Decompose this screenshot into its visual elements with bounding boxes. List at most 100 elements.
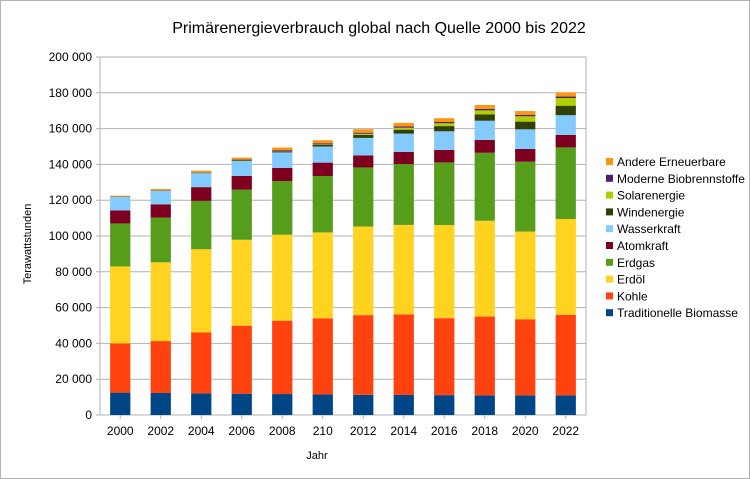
legend-swatch — [606, 225, 613, 233]
bar-segment — [515, 149, 536, 162]
legend-entry: Erdöl — [617, 273, 645, 287]
plot-area — [99, 56, 587, 416]
bar-segment — [393, 129, 414, 134]
x-tick-label: 210 — [313, 424, 333, 438]
bar-segment — [515, 116, 536, 122]
y-tick-label: 80 000 — [55, 265, 92, 279]
bar-segment — [474, 220, 495, 317]
bar-segment — [555, 134, 576, 148]
bar-segment — [150, 217, 171, 263]
y-tick-label: 160 000 — [49, 122, 93, 136]
bar-segment — [312, 232, 333, 319]
bar-segment — [150, 262, 171, 342]
bar-segment — [312, 176, 333, 233]
bar-segment — [231, 160, 252, 176]
y-tick-label: 40 000 — [55, 336, 92, 350]
x-axis-ticks: 2000 2002 2004 2006 2008 210 2012 2014 2016 2018 2… — [107, 415, 579, 438]
y-axis-label: Terawattstunden — [22, 204, 34, 285]
bar-segment — [515, 121, 536, 130]
bar-segment — [434, 225, 455, 319]
legend-entry: Solarenergie — [617, 189, 685, 203]
bar-segment — [555, 96, 576, 98]
bar-segment — [231, 175, 252, 190]
bar-segment — [191, 332, 212, 394]
bar-segment — [191, 393, 212, 415]
legend: Andere Erneuerbare Moderne Biobrennstoffe… — [606, 155, 745, 320]
bar-segment — [150, 341, 171, 393]
bar-segment — [393, 224, 414, 315]
bar-segment — [393, 151, 414, 165]
bar-segment — [110, 266, 131, 344]
bar-segment — [191, 170, 212, 173]
bar-segment — [272, 150, 293, 152]
legend-entry: Traditionelle Biomasse — [617, 306, 738, 320]
bar-segment — [474, 395, 495, 415]
bar-segment — [272, 234, 293, 321]
x-tick-label: 2008 — [269, 424, 296, 438]
bar-segment — [353, 394, 374, 415]
bar-segment — [474, 104, 495, 109]
bar-segment — [474, 139, 495, 153]
bar-segment — [272, 147, 293, 151]
bar-segment — [150, 392, 171, 415]
legend-entry: Wasserkraft — [617, 222, 681, 236]
y-tick-label: 120 000 — [49, 193, 93, 207]
bar-segment — [231, 157, 252, 160]
bar-segment — [515, 319, 536, 396]
legend-entry: Andere Erneuerbare — [617, 155, 726, 169]
bar-segment — [272, 151, 293, 153]
bar-segment — [191, 249, 212, 333]
bar-segment — [231, 159, 252, 161]
bar-segment — [434, 149, 455, 163]
bar-segment — [515, 161, 536, 232]
bar-segment — [515, 111, 536, 115]
x-tick-label: 2004 — [188, 424, 215, 438]
bar-segment — [353, 155, 374, 168]
bar-segment — [272, 167, 293, 182]
legend-entry: Windenergie — [617, 205, 685, 219]
bar-segment — [474, 152, 495, 221]
bar-segment — [353, 315, 374, 395]
bar-segment — [393, 122, 414, 127]
bar-segment — [555, 115, 576, 135]
bar-segment — [231, 325, 252, 394]
bar-segment — [393, 314, 414, 395]
legend-swatch — [606, 208, 613, 216]
bar-segment — [353, 167, 374, 227]
bar-segment — [434, 318, 455, 396]
bar-segment — [515, 114, 536, 117]
x-tick-label: 2012 — [350, 424, 377, 438]
bar-segment — [191, 187, 212, 201]
bar-segment — [353, 133, 374, 135]
y-tick-label: 180 000 — [49, 86, 93, 100]
bar-segment — [110, 223, 131, 267]
legend-entry: Kohle — [617, 289, 648, 303]
bar-segment — [555, 395, 576, 415]
bar-segment — [272, 320, 293, 395]
y-tick-label: 60 000 — [55, 301, 92, 315]
y-tick-label: 100 000 — [49, 229, 93, 243]
bar-segment — [393, 133, 414, 152]
bar-segment — [474, 114, 495, 121]
legend-swatch — [606, 258, 613, 266]
bar-segment — [393, 164, 414, 225]
bar-segment — [434, 395, 455, 415]
bar-segment — [555, 97, 576, 106]
x-tick-label: 2000 — [107, 424, 134, 438]
bar-segment — [515, 129, 536, 150]
bar-segment — [150, 190, 171, 205]
bar-segment — [555, 147, 576, 219]
legend-swatch — [606, 191, 613, 199]
bar-segment — [231, 189, 252, 240]
bar-segment — [312, 144, 333, 147]
x-tick-label: 2022 — [552, 424, 579, 438]
bar-segment — [555, 314, 576, 396]
bar-segment — [110, 210, 131, 224]
x-tick-label: 2006 — [228, 424, 255, 438]
bar-segment — [393, 394, 414, 415]
bar-segment — [272, 394, 293, 415]
bar-segment — [312, 162, 333, 177]
x-tick-label: 2002 — [147, 424, 174, 438]
bar-segment — [434, 118, 455, 122]
